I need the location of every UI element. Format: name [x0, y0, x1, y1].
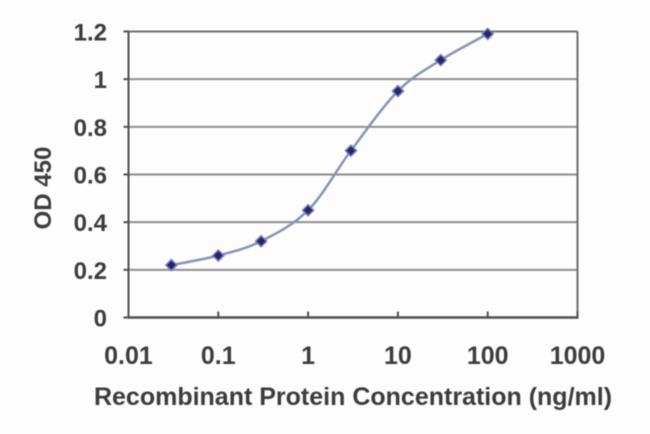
series-line	[170, 32, 489, 267]
data-point-marker	[254, 234, 268, 248]
x-tick-label: 0.1	[201, 342, 236, 370]
y-tick-label: 1.2	[74, 20, 107, 47]
data-point-marker	[391, 84, 405, 98]
x-tick-label: 1000	[550, 342, 606, 370]
data-point-marker	[481, 27, 495, 41]
y-tick-label: 0.8	[74, 115, 107, 142]
x-tick-label: 10	[384, 342, 412, 370]
x-axis-title: Recombinant Protein Concentration (ng/ml…	[93, 383, 613, 411]
x-tick-label: 0.01	[104, 342, 153, 370]
y-tick-label: 0.2	[74, 258, 107, 285]
x-tick-label: 100	[467, 342, 509, 370]
y-tick-label: 0.4	[74, 210, 108, 237]
y-axis-title: OD 450	[30, 146, 57, 230]
y-tick-label: 0	[94, 306, 107, 333]
y-tick-label: 0.6	[74, 163, 107, 190]
data-point-marker	[164, 258, 178, 272]
data-point-marker	[301, 203, 315, 217]
data-point-marker	[434, 53, 448, 67]
data-point-marker	[344, 144, 358, 158]
y-tick-label: 1	[94, 67, 107, 94]
x-tick-label: 1	[301, 342, 315, 370]
data-point-marker	[211, 248, 225, 263]
